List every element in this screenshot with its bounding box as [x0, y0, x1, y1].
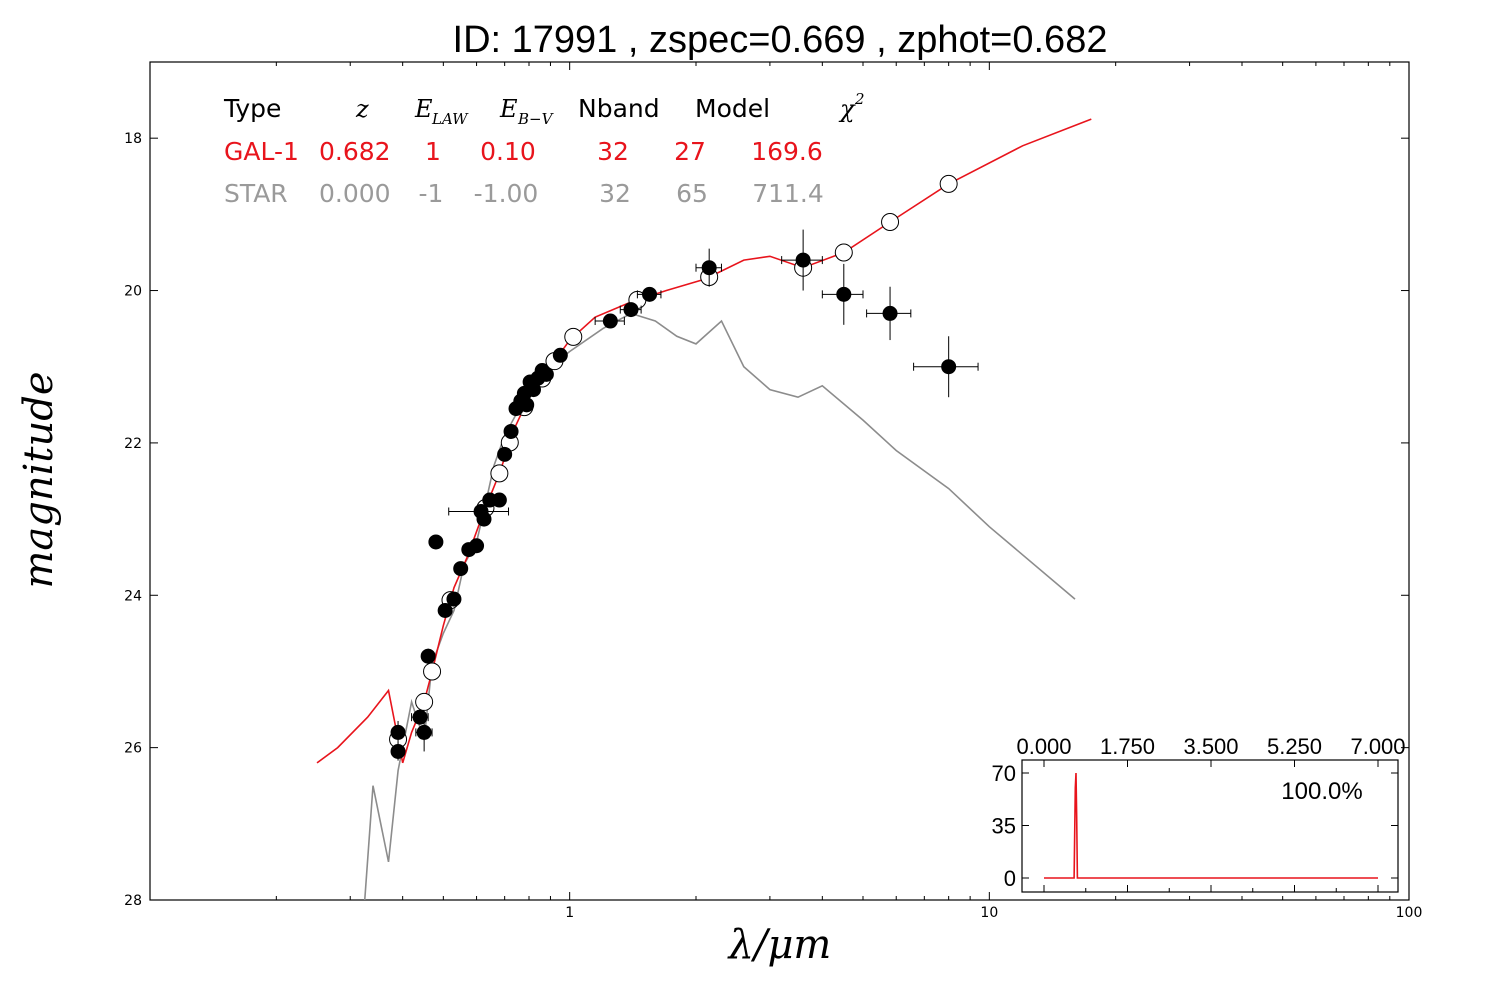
y-tick-label: 26	[124, 741, 142, 757]
x-tick-label: 10	[980, 905, 998, 921]
model-flux-marker	[939, 174, 958, 193]
header-nband: Nband	[578, 94, 660, 123]
star-model: 65	[676, 179, 708, 208]
observed-point	[882, 305, 898, 321]
observed-point	[642, 286, 658, 302]
inset-y-tick-label: 0	[1004, 866, 1016, 891]
observed-point	[701, 260, 717, 276]
y-axis-label: magnitude	[16, 371, 62, 588]
observed-point	[941, 359, 957, 375]
x-tick-labels: 1 10 100	[565, 905, 1422, 921]
observed-point	[476, 511, 492, 527]
observed-point	[412, 709, 428, 725]
star-z: 0.000	[319, 179, 391, 208]
gal-chi2: 169.6	[751, 137, 823, 166]
y-tick-label: 28	[124, 893, 142, 909]
header-elaw: E	[414, 95, 433, 123]
x-axis-label: λ/μm	[727, 922, 832, 968]
observed-point	[538, 366, 554, 382]
inset-y-tick-label: 70	[992, 761, 1016, 786]
header-z: z	[355, 95, 369, 123]
observed-point	[390, 743, 406, 759]
observed-point	[428, 534, 444, 550]
observed-point	[836, 286, 852, 302]
row-galaxy: GAL-1 0.682 1 0.10 32 27 169.6	[224, 137, 823, 166]
observed-point	[469, 538, 485, 554]
inset-x-tick-label: 3.500	[1183, 734, 1238, 759]
x-tick-label: 1	[565, 905, 574, 921]
inset-x-tick-label: 5.250	[1267, 734, 1322, 759]
observed-point	[519, 397, 535, 413]
star-elaw: -1	[419, 179, 444, 208]
observed-point	[390, 724, 406, 740]
model-flux-marker	[564, 327, 583, 346]
model-flux-marker	[490, 464, 509, 483]
header-model: Model	[695, 94, 770, 123]
fit-table: Type z E LAW E B−V Nband Model χ 2 GAL-1…	[223, 90, 865, 208]
inset-x-tick-labels: 0.000 1.750 3.500 5.250 7.000	[1016, 734, 1405, 759]
observed-point	[552, 347, 568, 363]
observed-point	[503, 423, 519, 439]
observed-point	[497, 446, 513, 462]
star-chi2: 711.4	[752, 179, 824, 208]
header-ebv-sub: B−V	[517, 110, 555, 128]
star-type: STAR	[224, 179, 288, 208]
header-ebv: E	[499, 95, 518, 123]
observed-point	[491, 492, 507, 508]
inset-y-tick-label: 35	[992, 814, 1016, 839]
inset-x-tick-label: 7.000	[1350, 734, 1405, 759]
y-tick-label: 24	[124, 588, 142, 604]
model-flux-marker	[423, 662, 442, 681]
axis-ticks	[150, 62, 1409, 901]
plot-frame	[149, 61, 1410, 901]
inset-y-tick-labels: 0 35 70	[992, 761, 1016, 891]
header-chi-sup: 2	[854, 90, 865, 108]
star-nband: 32	[599, 179, 631, 208]
y-tick-labels: 18 20 22 24 26 28	[124, 131, 142, 909]
observed-point	[437, 603, 453, 619]
inset-pdf: 0.000 1.750 3.500 5.250 7.000 0 35 70 100.0%	[992, 734, 1406, 893]
x-tick-label: 100	[1396, 905, 1423, 921]
observed-point	[795, 252, 811, 268]
gal-model: 27	[674, 137, 706, 166]
y-tick-label: 18	[124, 131, 142, 147]
header-elaw-sub: LAW	[431, 110, 469, 128]
inset-x-tick-label: 0.000	[1016, 734, 1071, 759]
gal-type: GAL-1	[224, 137, 299, 166]
row-star: STAR 0.000 -1 -1.00 32 65 711.4	[224, 179, 824, 208]
observed-point	[416, 724, 432, 740]
chart-title: ID: 17991 , zspec=0.669 , zphot=0.682	[453, 19, 1108, 61]
star-model-line	[363, 312, 1076, 900]
observed-point	[602, 313, 618, 329]
gal-z: 0.682	[319, 137, 391, 166]
inset-pdf-line	[1044, 772, 1378, 879]
y-tick-label: 22	[124, 436, 142, 452]
inset-annotation: 100.0%	[1281, 778, 1362, 805]
observed-point	[420, 648, 436, 664]
inset-ticks	[1022, 760, 1398, 892]
y-tick-label: 20	[124, 284, 142, 300]
gal-elaw: 1	[425, 137, 441, 166]
star-ebv: -1.00	[474, 179, 539, 208]
gal-ebv: 0.10	[480, 137, 536, 166]
gal-nband: 32	[597, 137, 629, 166]
header-type: Type	[223, 94, 281, 123]
model-flux-marker	[415, 692, 434, 711]
header-chi: χ	[838, 95, 856, 123]
observed-point	[446, 591, 462, 607]
inset-x-tick-label: 1.750	[1100, 734, 1155, 759]
model-curves	[316, 118, 1092, 900]
model-flux-marker	[881, 212, 900, 231]
observed-points	[389, 174, 979, 761]
observed-point	[453, 561, 469, 577]
observed-point	[623, 302, 639, 318]
model-flux-marker	[834, 243, 853, 262]
